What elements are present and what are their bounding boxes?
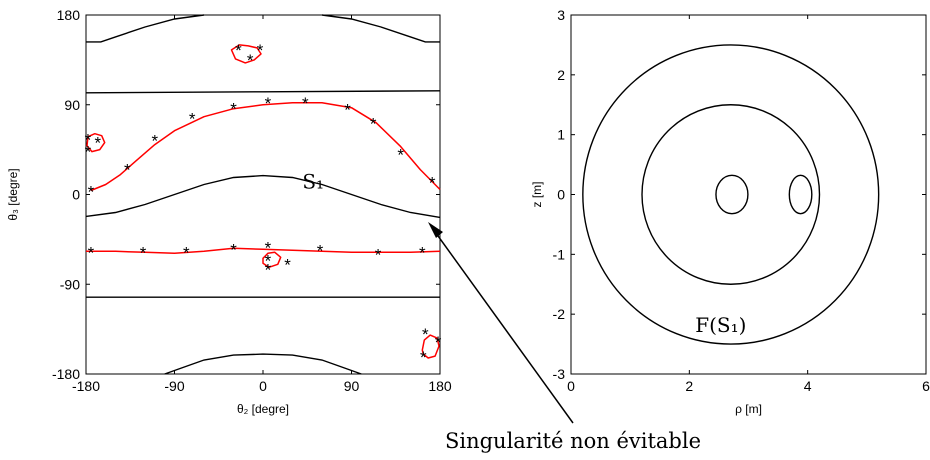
asterisk-marker: * bbox=[140, 243, 147, 262]
right-y-axis-label: z [m] bbox=[530, 182, 544, 208]
boundary-curve bbox=[164, 353, 362, 375]
asterisk-marker: * bbox=[230, 240, 237, 259]
right-x-tick-label: 6 bbox=[922, 378, 930, 394]
asterisk-marker: * bbox=[435, 333, 442, 352]
right-x-axis-label: ρ [m] bbox=[735, 402, 762, 416]
asterisk-marker: * bbox=[88, 243, 95, 262]
left-y-tick-label: -180 bbox=[52, 366, 80, 382]
left-y-tick-label: 90 bbox=[64, 97, 80, 113]
left-ticks: -180 -90 0 90 180 180 90 0 -90 -180 bbox=[52, 7, 452, 394]
asterisk-marker: * bbox=[419, 243, 426, 262]
asterisk-marker: * bbox=[302, 94, 309, 113]
right-y-tick-label: 1 bbox=[557, 127, 565, 143]
right-y-tick-label: -3 bbox=[553, 366, 566, 382]
left-markers: * * * * * * * * * * * * * * * * * * * * * * * * * * * * * * * bbox=[85, 41, 442, 367]
boundary-curve bbox=[86, 14, 205, 43]
left-plot-frame bbox=[85, 14, 441, 375]
left-x-tick-label: -90 bbox=[164, 378, 184, 394]
right-x-tick-label: 2 bbox=[685, 378, 693, 394]
asterisk-marker: * bbox=[397, 146, 404, 165]
caption: Singularité non évitable bbox=[445, 429, 701, 453]
asterisk-marker: * bbox=[265, 251, 272, 270]
right-y-tick-label: 0 bbox=[557, 187, 565, 203]
asterisk-marker: * bbox=[284, 255, 291, 274]
singular-curve bbox=[86, 247, 441, 255]
asterisk-marker: * bbox=[235, 41, 242, 60]
right-x-tick-label: 4 bbox=[804, 378, 812, 394]
singular-curve bbox=[421, 334, 440, 359]
left-boundary-curves bbox=[85, 14, 441, 375]
asterisk-marker: * bbox=[317, 241, 324, 260]
asterisk-marker: * bbox=[370, 115, 377, 134]
asterisk-marker: * bbox=[247, 51, 254, 70]
workspace-boundary-curve bbox=[641, 104, 821, 285]
asterisk-marker: * bbox=[183, 243, 190, 262]
asterisk-marker: * bbox=[189, 110, 196, 129]
singular-curve bbox=[86, 132, 106, 153]
annotation-fs1: F(S₁) bbox=[695, 313, 746, 337]
right-x-tick-label: 0 bbox=[567, 378, 575, 394]
left-x-tick-label: 90 bbox=[344, 378, 360, 394]
arrow-head bbox=[428, 222, 443, 238]
asterisk-marker: * bbox=[88, 183, 95, 202]
right-y-tick-label: -1 bbox=[553, 246, 566, 262]
asterisk-marker: * bbox=[420, 348, 427, 367]
asterisk-marker: * bbox=[85, 131, 92, 150]
annotation-s1: S₁ bbox=[302, 170, 324, 194]
asterisk-marker: * bbox=[230, 100, 237, 119]
workspace-boundary-curve bbox=[788, 174, 813, 215]
left-y-tick-label: 180 bbox=[57, 7, 81, 23]
workspace-boundary-curve bbox=[582, 44, 880, 345]
singular-curve bbox=[90, 102, 441, 192]
asterisk-marker: * bbox=[429, 174, 436, 193]
asterisk-marker: * bbox=[94, 134, 101, 153]
asterisk-marker: * bbox=[265, 238, 272, 257]
asterisk-marker: * bbox=[152, 132, 159, 151]
asterisk-marker: * bbox=[265, 260, 272, 279]
boundary-curve bbox=[85, 174, 441, 219]
asterisk-marker: * bbox=[422, 325, 429, 344]
right-y-tick-label: 2 bbox=[557, 67, 565, 83]
workspace-boundary-curve bbox=[715, 174, 749, 215]
boundary-curve bbox=[321, 14, 440, 43]
workspace-chart: 0 2 4 6 3 2 1 0 -1 -2 -3 ρ [m] z [m] F(S₁) bbox=[530, 7, 930, 416]
asterisk-marker: * bbox=[265, 94, 272, 113]
left-x-tick-label: -180 bbox=[72, 378, 100, 394]
asterisk-marker: * bbox=[344, 101, 351, 120]
left-x-tick-label: 180 bbox=[428, 378, 452, 394]
arrow-line bbox=[432, 228, 574, 424]
asterisk-marker: * bbox=[124, 161, 131, 180]
left-y-axis-label: θ₃ [degre] bbox=[6, 168, 20, 220]
right-ticks: 0 2 4 6 3 2 1 0 -1 -2 -3 bbox=[553, 7, 930, 394]
right-curves bbox=[582, 44, 880, 345]
right-y-tick-label: 3 bbox=[557, 7, 565, 23]
asterisk-marker: * bbox=[85, 143, 92, 162]
left-y-tick-label: 0 bbox=[72, 187, 80, 203]
boundary-curve bbox=[85, 90, 441, 94]
right-y-tick-label: -2 bbox=[553, 306, 566, 322]
left-y-tick-label: -90 bbox=[60, 276, 80, 292]
singular-curve bbox=[230, 44, 262, 64]
left-singular-curves bbox=[86, 44, 441, 359]
singular-curve bbox=[262, 251, 282, 269]
asterisk-marker: * bbox=[375, 245, 382, 264]
left-x-tick-label: 0 bbox=[259, 378, 267, 394]
left-x-axis-label: θ₂ [degre] bbox=[237, 402, 289, 416]
asterisk-marker: * bbox=[257, 41, 264, 60]
